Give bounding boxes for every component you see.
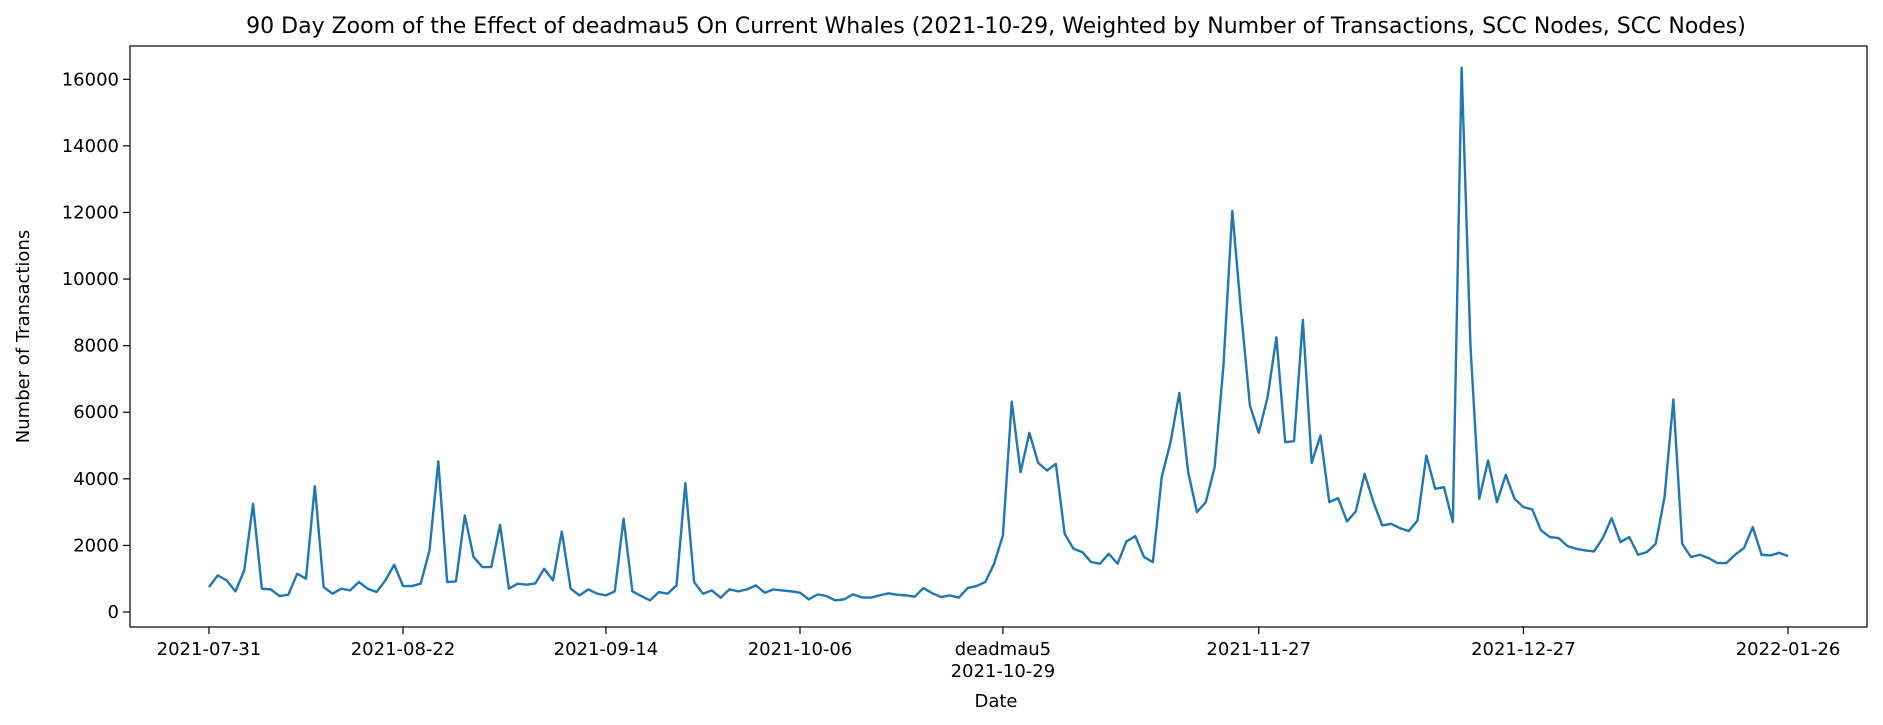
- y-axis: 0 2000 4000 6000 8000 10000 12000 14000 16000: [62, 69, 130, 623]
- y-tick-label: 2000: [73, 535, 119, 556]
- y-tick-label: 10000: [62, 269, 119, 290]
- y-tick-label: 0: [108, 602, 119, 623]
- y-tick-label: 12000: [62, 202, 119, 223]
- x-tick-label: 2021-08-22: [351, 639, 456, 660]
- y-axis-label: Number of Transactions: [13, 230, 34, 443]
- x-tick-label: 2021-11-27: [1206, 639, 1311, 660]
- event-annotation-label: deadmau5: [955, 639, 1051, 660]
- data-points: [208, 67, 1789, 601]
- series-line: [207, 66, 1789, 602]
- x-axis: 2021-07-31 2021-08-22 2021-09-14 2021-10-06…: [157, 627, 1841, 682]
- y-tick-label: 4000: [73, 469, 119, 490]
- x-tick-label: 2021-09-14: [554, 639, 659, 660]
- y-tick-label: 16000: [62, 69, 119, 90]
- x-tick-label: 2021-07-31: [157, 639, 262, 660]
- x-tick-label: 2021-12-27: [1471, 639, 1576, 660]
- y-tick-label: 6000: [73, 402, 119, 423]
- x-axis-label: Date: [974, 691, 1017, 712]
- plot-area: [129, 45, 1868, 628]
- chart-title: 90 Day Zoom of the Effect of deadmau5 On…: [246, 14, 1746, 39]
- x-tick-label: 2022-01-26: [1736, 639, 1841, 660]
- x-tick-label: 2021-10-06: [748, 639, 853, 660]
- y-tick-label: 14000: [62, 136, 119, 157]
- y-tick-label: 8000: [73, 336, 119, 357]
- x-tick-label: 2021-10-29: [951, 661, 1056, 682]
